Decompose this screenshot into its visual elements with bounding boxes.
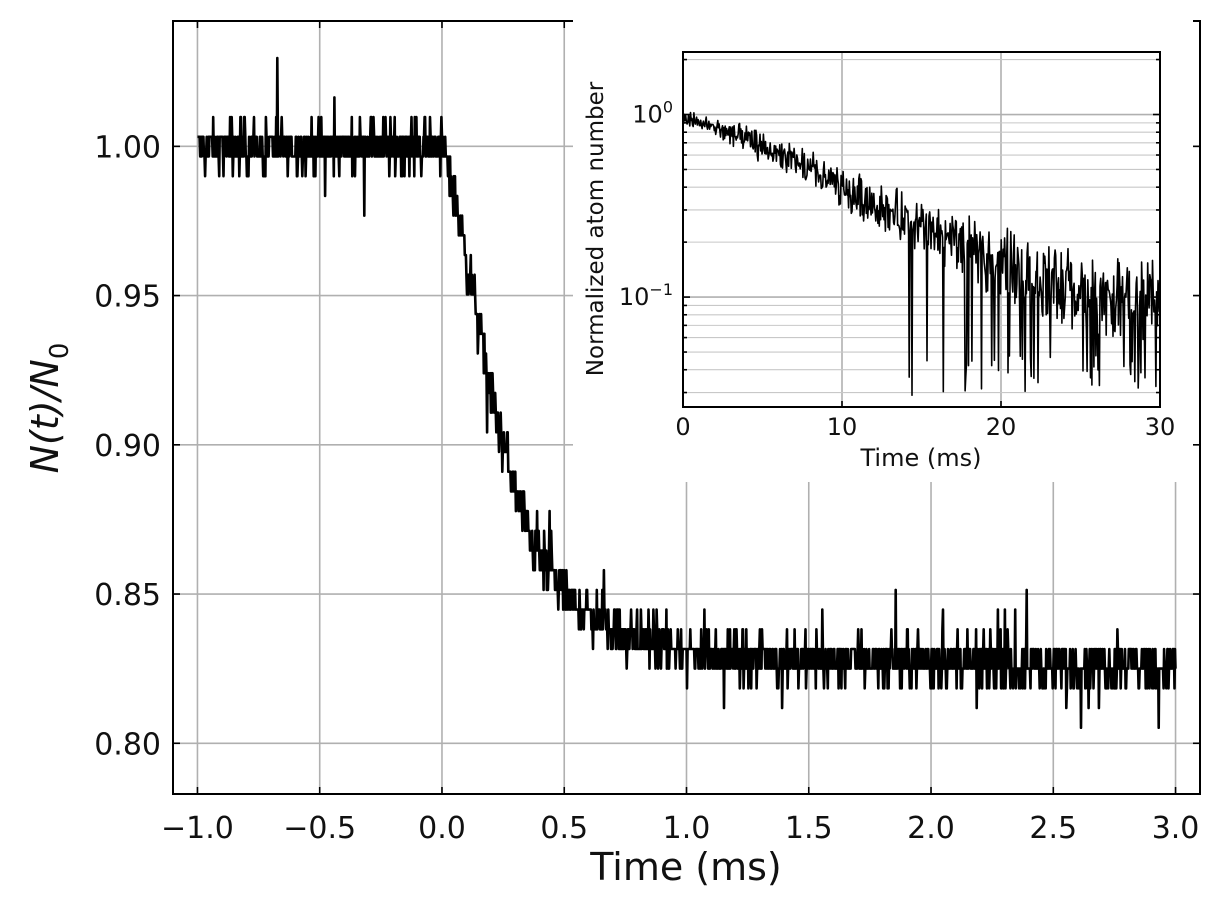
inset-x-tick-label: 20 xyxy=(986,413,1017,441)
inset-y-tick-label: 100 xyxy=(632,98,673,129)
main-y-tick-label: 1.00 xyxy=(94,130,161,165)
main-series-line xyxy=(196,56,1177,730)
inset-x-tick-label: 0 xyxy=(675,413,690,441)
main-ticks: −1.0 −0.5 0.0 0.5 1.0 1.5 2.0 2.5 3.0 0.80 0.85 0.9… xyxy=(94,21,1200,846)
main-y-tick-label: 0.80 xyxy=(94,727,161,762)
main-x-tick-label: 0.0 xyxy=(418,811,466,846)
inset-plot-frame xyxy=(682,51,1161,408)
main-x-tick-label: 3.0 xyxy=(1152,811,1200,846)
main-x-tick-label: −0.5 xyxy=(283,811,356,846)
main-x-tick-label: 0.5 xyxy=(540,811,588,846)
inset-y-tick-label: 10−1 xyxy=(619,280,673,311)
main-x-tick-label: 1.5 xyxy=(785,811,833,846)
inset-x-axis-label: Time (ms) xyxy=(860,444,982,472)
inset-x-tick-label: 10 xyxy=(827,413,858,441)
inset-y-axis-label: Normalized atom number xyxy=(583,81,609,376)
main-x-tick-label: 2.0 xyxy=(907,811,955,846)
inset-series xyxy=(682,110,1161,397)
inset-series-line xyxy=(682,110,1161,397)
main-x-axis-label: Time (ms) xyxy=(589,845,782,889)
inset-background xyxy=(573,12,1193,482)
main-x-tick-label: 1.0 xyxy=(663,811,711,846)
main-y-axis-label-subscript: 0 xyxy=(45,343,75,360)
inset-x-tick-label: 30 xyxy=(1145,413,1176,441)
main-y-tick-label: 0.90 xyxy=(94,429,161,464)
main-y-axis-label: N(t)/N0 xyxy=(23,343,75,474)
main-y-tick-label: 0.95 xyxy=(94,280,161,315)
inset-plot: 0 10 20 30 10−1 100 Time (ms) Normalized atom… xyxy=(573,12,1193,482)
main-y-tick-label: 0.85 xyxy=(94,578,161,613)
main-series xyxy=(196,56,1177,730)
main-x-tick-label: −1.0 xyxy=(161,811,234,846)
inset-ticks: 0 10 20 30 10−1 100 xyxy=(619,58,1176,441)
main-x-tick-label: 2.5 xyxy=(1029,811,1077,846)
